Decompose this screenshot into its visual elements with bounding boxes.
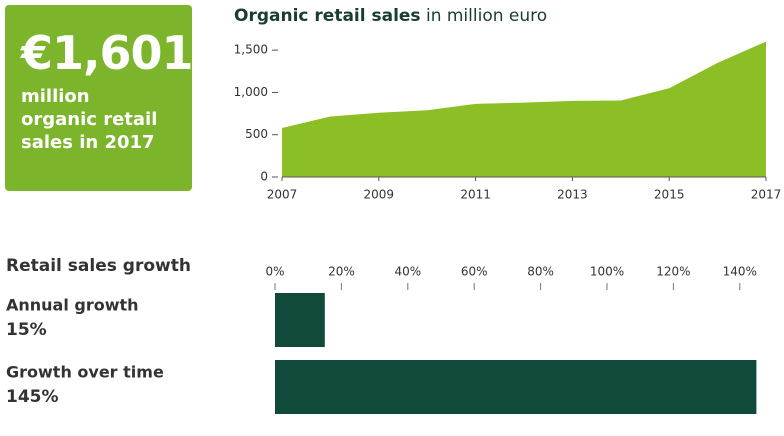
callout-figure: €1,601: [21, 26, 194, 80]
bar: [275, 360, 757, 414]
callout-text: million organic retail sales in 2017: [21, 86, 158, 153]
x-tick-label: 140%: [723, 265, 757, 279]
y-tick-label: 500: [245, 127, 268, 141]
y-tick-label: 1,500: [234, 43, 268, 57]
x-tick-label: 2013: [557, 188, 588, 202]
y-tick-label: 1,000: [234, 85, 268, 99]
x-tick-label: 2009: [364, 188, 395, 202]
chart-title: Organic retail sales in million euro: [234, 6, 547, 26]
bar: [275, 293, 325, 347]
area: [282, 41, 766, 178]
x-tick-label: 2011: [460, 188, 491, 202]
title-main: Organic retail sales: [234, 6, 421, 26]
callout: €1,601 million organic retail sales in 2…: [5, 5, 194, 191]
x-tick-label: 40%: [394, 265, 421, 279]
x-tick-label: 0%: [265, 265, 284, 279]
title-sub: in million euro: [426, 6, 547, 26]
x-tick-label: 120%: [656, 265, 690, 279]
x-tick-label: 2007: [267, 188, 298, 202]
y-tick-label: 0: [260, 170, 268, 184]
category-label: Annual growth: [6, 296, 139, 315]
value-label: 145%: [6, 387, 59, 407]
x-tick-label: 2017: [751, 188, 782, 202]
x-tick-label: 100%: [590, 265, 624, 279]
x-tick-label: 2015: [654, 188, 685, 202]
chart-title: Retail sales growth: [6, 256, 191, 276]
value-label: 15%: [6, 320, 47, 340]
x-tick-label: 20%: [328, 265, 355, 279]
category-label: Growth over time: [6, 363, 164, 382]
x-tick-label: 60%: [461, 265, 488, 279]
x-tick-label: 80%: [527, 265, 554, 279]
